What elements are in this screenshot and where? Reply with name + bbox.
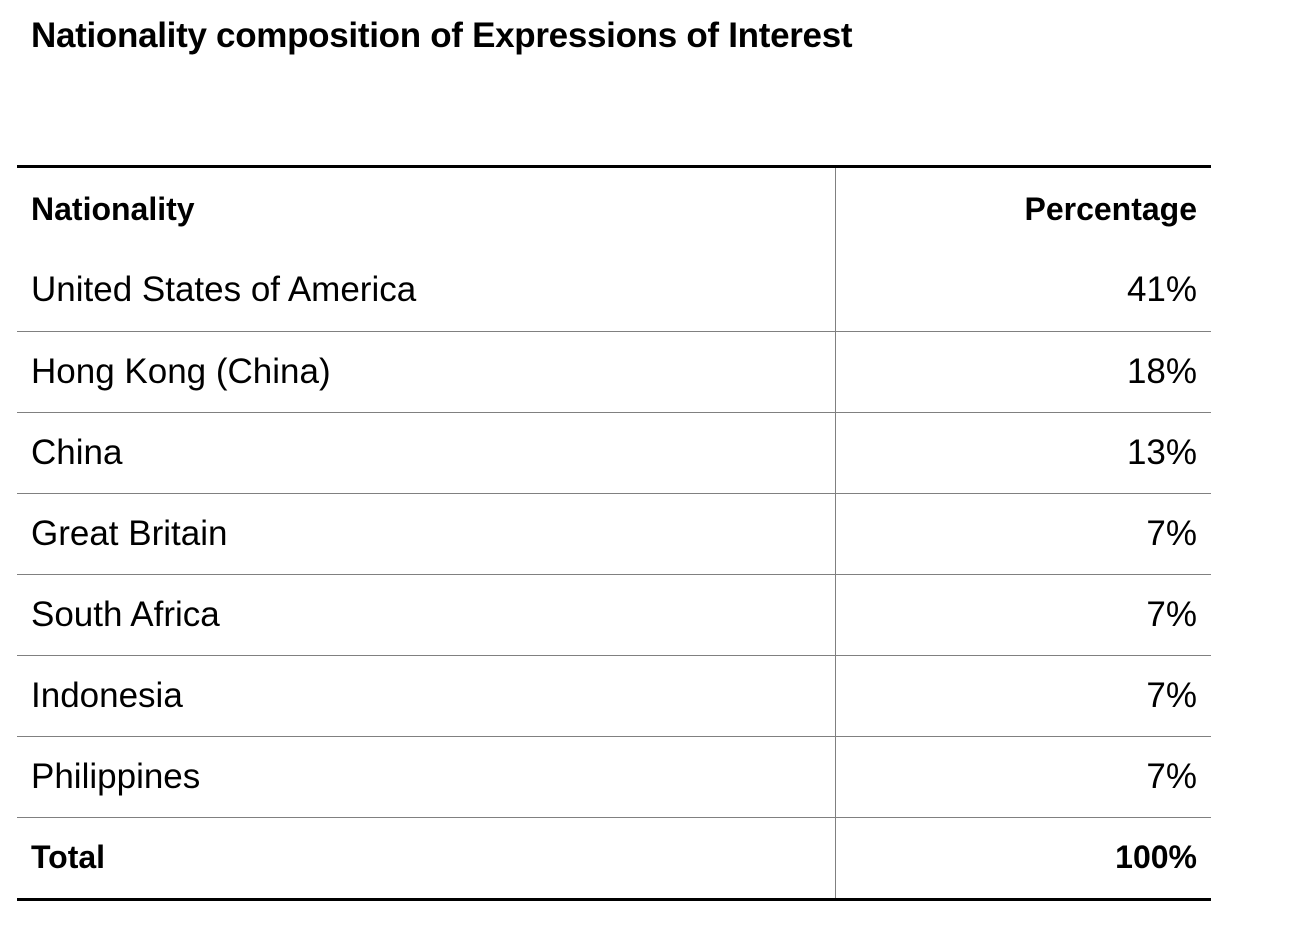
column-header-nationality: Nationality: [17, 168, 836, 250]
table-row: South Africa 7%: [17, 573, 1211, 655]
nationality-cell: China: [17, 411, 836, 493]
nationality-cell: Philippines: [17, 735, 836, 817]
column-header-percentage: Percentage: [1024, 190, 1197, 227]
nationality-cell: South Africa: [17, 573, 836, 655]
percentage-cell: 13%: [835, 411, 1211, 493]
table-row: Indonesia 7%: [17, 654, 1211, 736]
nationality-cell: Great Britain: [17, 492, 836, 574]
nationality-cell: Hong Kong (China): [17, 330, 836, 412]
table-row: United States of America 41%: [17, 250, 1211, 331]
table-row: Philippines 7%: [17, 735, 1211, 817]
percentage-cell: 18%: [835, 330, 1211, 412]
percentage-cell: 7%: [835, 573, 1211, 655]
nationality-table-container: Nationality Percentage United States of …: [17, 165, 1211, 901]
nationality-cell: Indonesia: [17, 654, 836, 736]
table-header-row: Nationality Percentage: [17, 168, 1211, 250]
table-row: Hong Kong (China) 18%: [17, 330, 1211, 412]
total-label-cell: Total: [17, 816, 836, 898]
nationality-cell: United States of America: [17, 250, 836, 331]
table-row: China 13%: [17, 411, 1211, 493]
page-title: Nationality composition of Expressions o…: [31, 16, 853, 55]
table-row: Great Britain 7%: [17, 492, 1211, 574]
total-row: Total 100%: [17, 816, 1211, 898]
percentage-cell: 7%: [835, 492, 1211, 574]
percentage-cell: 41%: [1126, 270, 1197, 310]
percentage-cell: 7%: [835, 735, 1211, 817]
percentage-cell: 7%: [835, 654, 1211, 736]
nationality-table: Nationality Percentage United States of …: [17, 168, 1211, 898]
total-percentage-cell: 100%: [835, 816, 1211, 898]
